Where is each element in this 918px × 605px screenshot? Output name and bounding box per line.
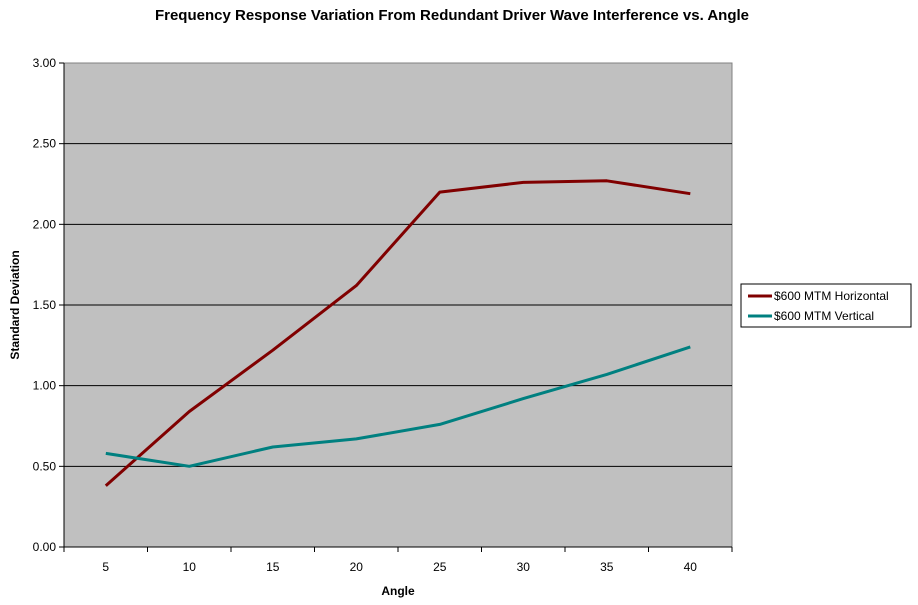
x-tick-label: 30	[517, 560, 531, 574]
y-tick-label: 0.50	[33, 459, 57, 473]
x-tick-label: 5	[102, 560, 109, 574]
x-tick-label: 35	[600, 560, 614, 574]
legend-label-vertical: $600 MTM Vertical	[774, 309, 874, 323]
y-tick-label: 2.00	[33, 217, 57, 231]
legend-label-horizontal: $600 MTM Horizontal	[774, 289, 889, 303]
legend-box	[740, 283, 912, 328]
x-tick-labels: 5 10 15 20 25 30 35 40	[102, 560, 697, 574]
legend: $600 MTM Horizontal $600 MTM Vertical	[740, 283, 912, 328]
y-tick-label: 1.00	[33, 379, 57, 393]
grid-lines	[64, 143, 732, 467]
y-tick-label: 3.00	[33, 56, 57, 70]
y-tick-label: 1.50	[33, 298, 57, 312]
y-tick-label: 2.50	[33, 137, 57, 151]
x-tick-label: 25	[433, 560, 447, 574]
series-lines	[104, 179, 691, 487]
x-tick-label: 10	[183, 560, 197, 574]
x-axis-title: Angle	[381, 584, 415, 598]
x-tick-label: 15	[266, 560, 280, 574]
x-tick-label: 40	[684, 560, 698, 574]
series-line-0	[104, 179, 691, 487]
y-tick-label: 0.00	[33, 540, 57, 554]
x-axis	[63, 63, 733, 552]
y-tick-labels: 0.00 0.50 1.00 1.50 2.00 2.50 3.00	[33, 56, 64, 554]
chart-title: Frequency Response Variation From Redund…	[155, 7, 749, 24]
series-line-1	[105, 345, 691, 468]
x-tick-label: 20	[350, 560, 364, 574]
y-axis-title: Standard Deviation	[8, 250, 22, 359]
